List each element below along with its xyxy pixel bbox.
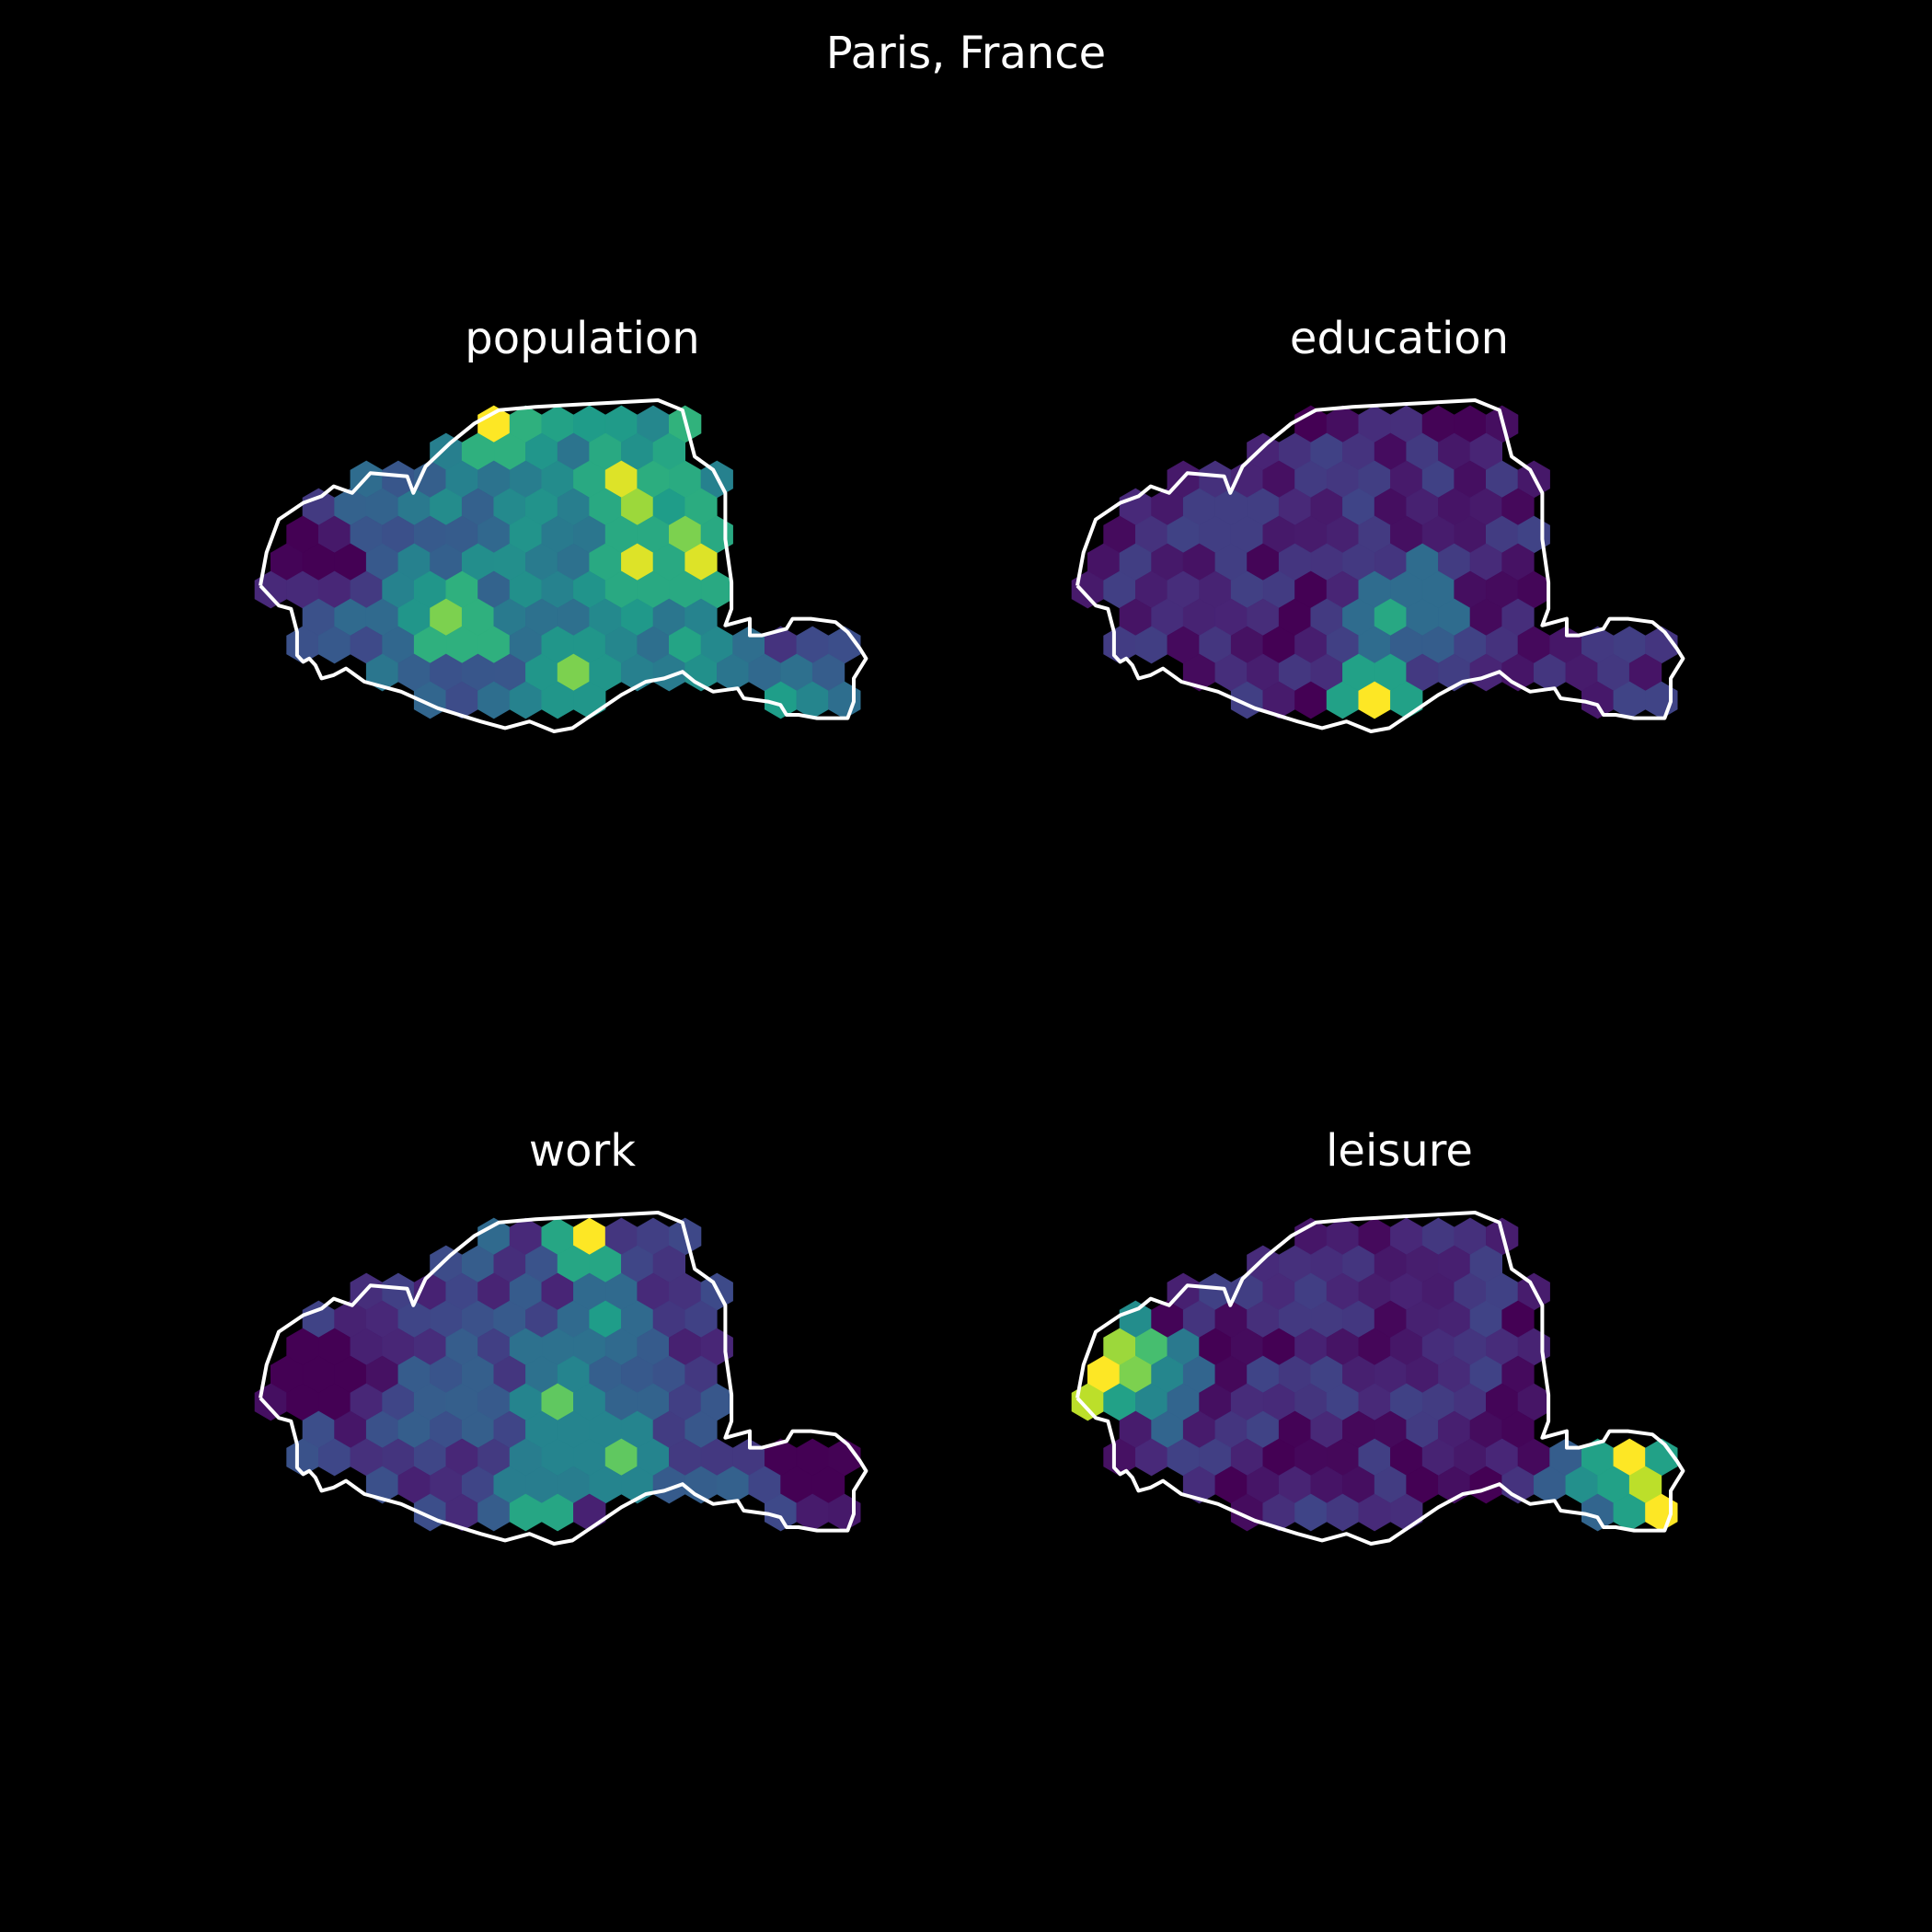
hex-cells [254,405,861,719]
city-boundary [259,398,868,733]
panel-title: leisure [1326,1125,1473,1177]
hex-cells [1071,405,1678,719]
map-population [254,398,868,733]
map-leisure [1071,1211,1685,1546]
panel-title: population [465,313,700,364]
panel-leisure: leisure [985,1125,1813,1696]
panel-title: education [1289,313,1510,364]
panel-population: population [168,313,996,883]
panel-title: work [528,1125,637,1177]
figure-title: Paris, France [825,28,1107,79]
panel-education: education [985,313,1813,883]
city-boundary [1075,398,1685,733]
map-work [254,1211,868,1546]
map-education [1071,398,1685,733]
hex-cells [254,1217,861,1532]
panel-work: work [168,1125,996,1696]
city-boundary [1075,1211,1685,1546]
hex-cells [1071,1217,1678,1532]
city-boundary [259,1211,868,1546]
